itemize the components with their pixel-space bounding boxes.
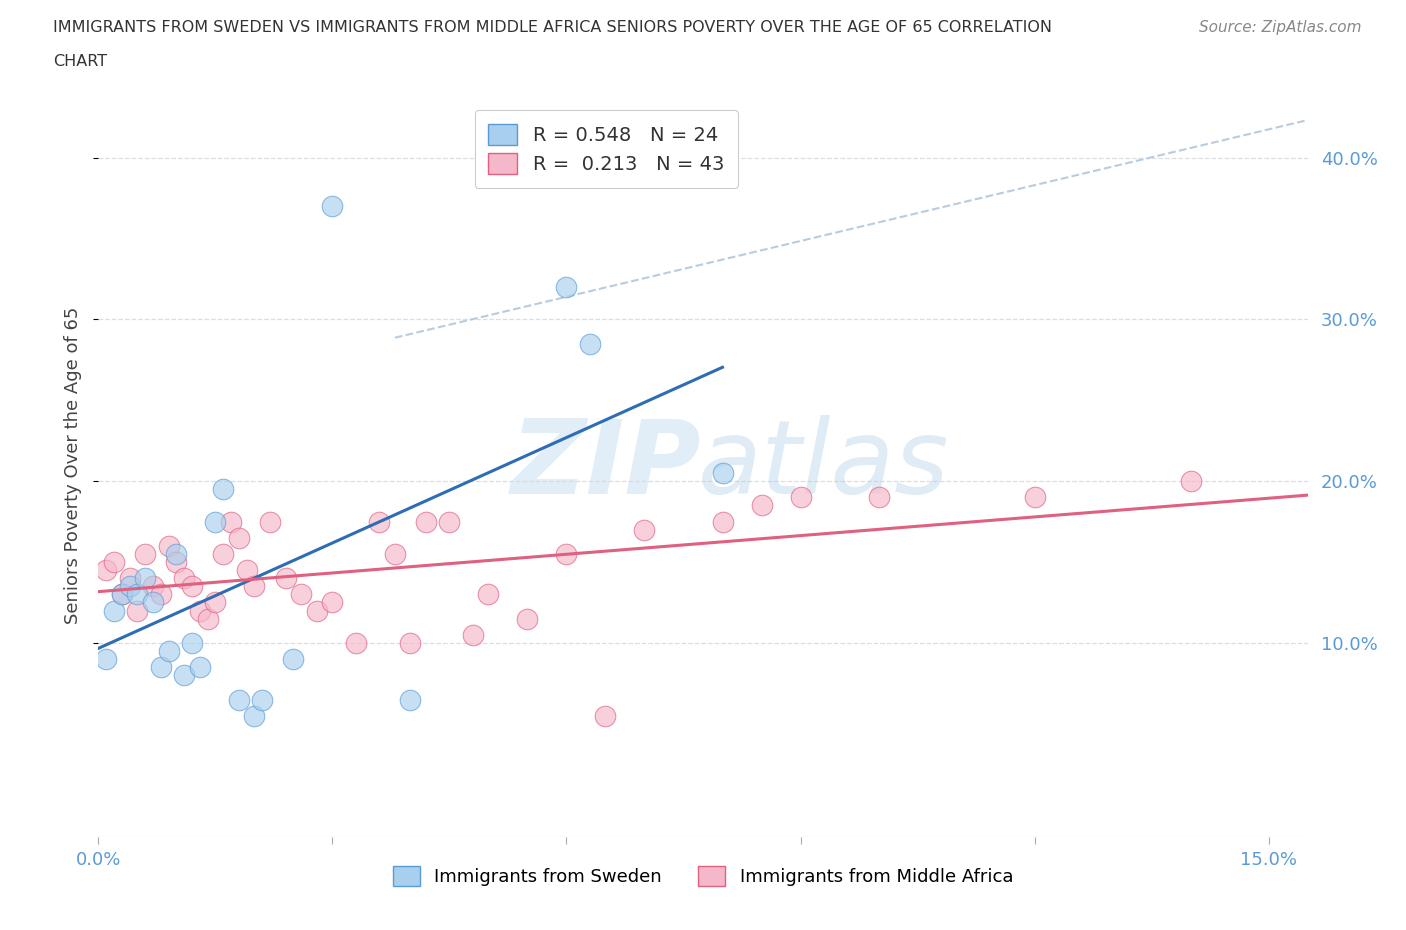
Point bbox=[111, 587, 134, 602]
Point bbox=[127, 604, 149, 618]
Point bbox=[399, 692, 422, 707]
Point bbox=[711, 466, 734, 481]
Point bbox=[103, 554, 125, 569]
Point bbox=[868, 490, 890, 505]
Point bbox=[477, 587, 499, 602]
Point bbox=[181, 578, 204, 593]
Legend: Immigrants from Sweden, Immigrants from Middle Africa: Immigrants from Sweden, Immigrants from … bbox=[384, 857, 1022, 895]
Point bbox=[173, 571, 195, 586]
Point bbox=[228, 692, 250, 707]
Point bbox=[321, 199, 343, 214]
Point bbox=[157, 644, 180, 658]
Point bbox=[149, 587, 172, 602]
Point bbox=[188, 604, 211, 618]
Point bbox=[321, 595, 343, 610]
Point bbox=[579, 337, 602, 352]
Point bbox=[259, 514, 281, 529]
Point bbox=[118, 571, 141, 586]
Point bbox=[243, 578, 266, 593]
Point bbox=[142, 578, 165, 593]
Point bbox=[290, 587, 312, 602]
Point bbox=[439, 514, 461, 529]
Point bbox=[711, 514, 734, 529]
Point bbox=[789, 490, 811, 505]
Point bbox=[283, 652, 305, 667]
Point bbox=[134, 547, 156, 562]
Point bbox=[1024, 490, 1046, 505]
Point bbox=[181, 635, 204, 650]
Point bbox=[415, 514, 437, 529]
Point bbox=[399, 635, 422, 650]
Point bbox=[595, 709, 617, 724]
Point bbox=[1180, 473, 1202, 488]
Point bbox=[118, 578, 141, 593]
Point bbox=[173, 668, 195, 683]
Point bbox=[555, 280, 578, 295]
Text: ZIP: ZIP bbox=[510, 415, 702, 515]
Point bbox=[516, 611, 538, 626]
Point bbox=[219, 514, 242, 529]
Point bbox=[305, 604, 328, 618]
Point bbox=[157, 538, 180, 553]
Point bbox=[188, 659, 211, 674]
Point bbox=[751, 498, 773, 512]
Y-axis label: Seniors Poverty Over the Age of 65: Seniors Poverty Over the Age of 65 bbox=[65, 306, 83, 624]
Point bbox=[96, 563, 118, 578]
Point bbox=[204, 595, 226, 610]
Point bbox=[243, 709, 266, 724]
Point bbox=[134, 571, 156, 586]
Text: atlas: atlas bbox=[699, 415, 949, 515]
Point bbox=[555, 547, 578, 562]
Text: CHART: CHART bbox=[53, 54, 107, 69]
Point bbox=[633, 523, 655, 538]
Point bbox=[384, 547, 406, 562]
Text: IMMIGRANTS FROM SWEDEN VS IMMIGRANTS FROM MIDDLE AFRICA SENIORS POVERTY OVER THE: IMMIGRANTS FROM SWEDEN VS IMMIGRANTS FRO… bbox=[53, 20, 1053, 35]
Point bbox=[252, 692, 274, 707]
Text: Source: ZipAtlas.com: Source: ZipAtlas.com bbox=[1198, 20, 1361, 35]
Point bbox=[165, 547, 187, 562]
Point bbox=[204, 514, 226, 529]
Point bbox=[235, 563, 257, 578]
Point bbox=[149, 659, 172, 674]
Point bbox=[197, 611, 219, 626]
Point bbox=[96, 652, 118, 667]
Point bbox=[111, 587, 134, 602]
Point bbox=[461, 628, 484, 643]
Point bbox=[274, 571, 297, 586]
Point bbox=[127, 587, 149, 602]
Point bbox=[103, 604, 125, 618]
Point bbox=[212, 547, 235, 562]
Point bbox=[368, 514, 391, 529]
Point bbox=[142, 595, 165, 610]
Point bbox=[165, 554, 187, 569]
Point bbox=[212, 482, 235, 497]
Point bbox=[228, 530, 250, 545]
Point bbox=[344, 635, 367, 650]
